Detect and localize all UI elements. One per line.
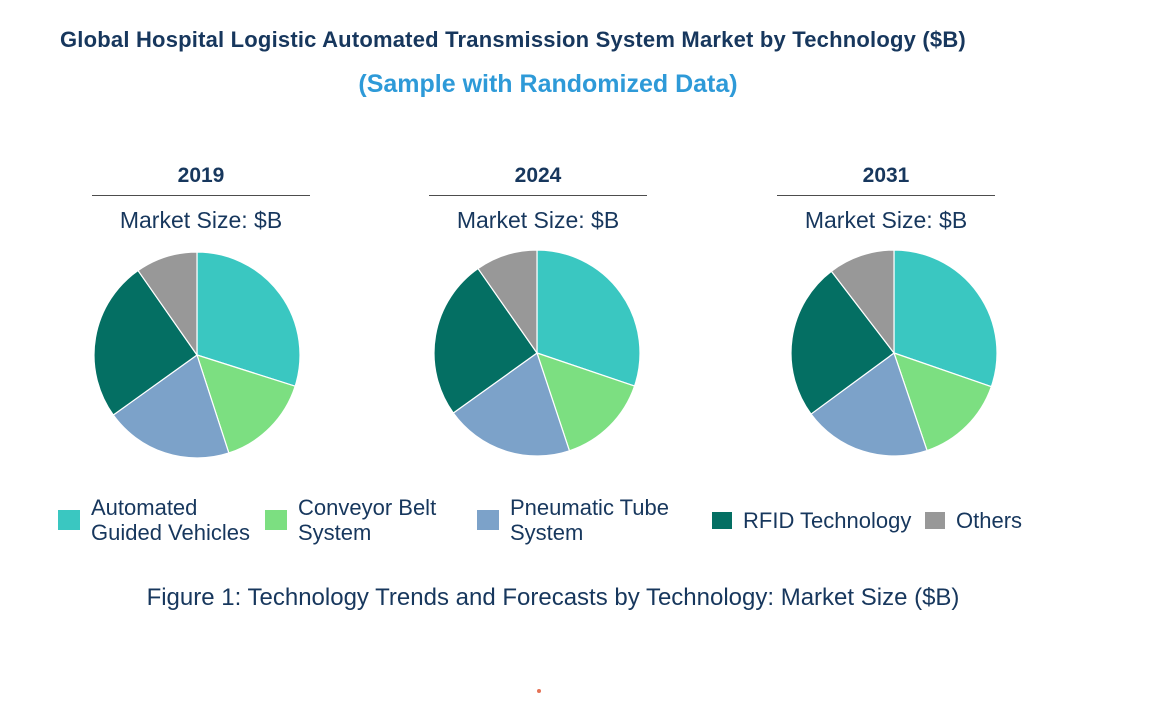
pie-slice-automated-guided-vehicles	[893, 249, 998, 388]
legend-item-automated-guided-vehicles: Automated Guided Vehicles	[58, 488, 250, 552]
market-size-label-2031: Market Size: $B	[804, 207, 968, 233]
pie-chart-2024	[433, 249, 641, 457]
legend-swatch-rfid-technology	[712, 511, 732, 529]
chart-subtitle: (Sample with Randomized Data)	[358, 70, 738, 98]
legend: Automated Guided Vehicles Conveyor Belt …	[0, 488, 1170, 552]
legend-label-automated-guided-vehicles: Automated Guided Vehicles	[91, 495, 250, 545]
pie-slice-pneumatic-tube-system	[112, 354, 230, 459]
pie-slice-rfid-technology	[433, 267, 538, 414]
pie-chart-2031	[790, 249, 998, 457]
legend-label-others: Others	[956, 507, 1023, 533]
year-label-2019: 2019	[177, 164, 225, 187]
year-label-2031: 2031	[862, 164, 910, 187]
legend-label-pneumatic-tube-system: Pneumatic Tube System	[510, 495, 669, 545]
legend-swatch-pneumatic-tube-system	[477, 510, 499, 530]
pie-header-2031: 2031 Market Size: $B	[766, 164, 1006, 234]
pie-slice-others	[137, 251, 198, 357]
pie-header-2024: 2024 Market Size: $B	[418, 164, 658, 234]
pie-header-2019: 2019 Market Size: $B	[81, 164, 321, 234]
legend-swatch-automated-guided-vehicles	[58, 510, 80, 530]
year-underline-2024	[429, 195, 647, 196]
market-size-label-2024: Market Size: $B	[456, 207, 620, 233]
pie-slice-rfid-technology	[93, 269, 198, 416]
stray-dot	[537, 689, 541, 693]
legend-item-conveyor-belt-system: Conveyor Belt System	[265, 488, 436, 552]
pie-slice-automated-guided-vehicles	[536, 249, 641, 387]
legend-item-rfid-technology: RFID Technology	[712, 488, 911, 552]
year-label-2024: 2024	[514, 164, 562, 187]
pie-slice-others	[830, 249, 895, 355]
legend-swatch-others	[925, 511, 945, 529]
year-underline-2019	[92, 195, 310, 196]
chart-title: Global Hospital Logistic Automated Trans…	[60, 27, 966, 52]
legend-label-rfid-technology: RFID Technology	[743, 507, 912, 533]
pie-slice-conveyor-belt-system	[196, 354, 296, 454]
pie-chart-2019	[93, 251, 301, 459]
pie-slice-others	[477, 249, 538, 355]
legend-item-pneumatic-tube-system: Pneumatic Tube System	[477, 488, 669, 552]
figure-caption: Figure 1: Technology Trends and Forecast…	[146, 584, 960, 611]
legend-label-conveyor-belt-system: Conveyor Belt System	[298, 495, 437, 545]
year-underline-2031	[777, 195, 995, 196]
market-size-label-2019: Market Size: $B	[119, 207, 283, 233]
legend-swatch-conveyor-belt-system	[265, 510, 287, 530]
pie-slice-pneumatic-tube-system	[452, 352, 571, 457]
legend-item-others: Others	[925, 488, 1022, 552]
pie-slice-pneumatic-tube-system	[810, 352, 928, 457]
pie-slice-rfid-technology	[790, 270, 895, 415]
pie-slice-conveyor-belt-system	[893, 352, 993, 452]
pie-slice-automated-guided-vehicles	[196, 251, 301, 387]
